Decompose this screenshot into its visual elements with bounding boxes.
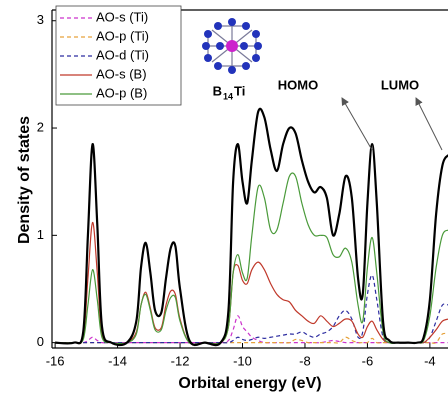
- series-line: [55, 109, 448, 345]
- legend-label: AO-s (Ti): [96, 9, 148, 24]
- x-tick-label: -14: [108, 353, 127, 368]
- x-tick-label: -6: [362, 353, 374, 368]
- annotation-arrow: [416, 98, 442, 150]
- plot-area: [55, 109, 448, 345]
- y-axis-label: Density of states: [16, 116, 33, 244]
- x-tick-label: -16: [46, 353, 65, 368]
- y-tick-label: 3: [37, 12, 44, 27]
- series-line: [55, 173, 448, 344]
- legend-label: AO-s (B): [96, 66, 147, 81]
- legend-label: AO-p (Ti): [96, 28, 149, 43]
- series-line: [55, 275, 448, 343]
- x-tick-label: -10: [233, 353, 252, 368]
- series-line: [55, 316, 448, 343]
- annotation-arrow: [342, 98, 372, 150]
- x-axis-label: Orbital energy (eV): [178, 375, 321, 392]
- y-tick-label: 0: [37, 334, 44, 349]
- x-tick-label: -4: [424, 353, 436, 368]
- annotation: LUMO: [381, 77, 419, 92]
- x-tick-label: -12: [171, 353, 190, 368]
- annotation: HOMO: [278, 77, 318, 92]
- structure-label-suffix: Ti: [234, 83, 245, 98]
- x-tick-label: -8: [299, 353, 311, 368]
- structure-label-base: B: [213, 83, 222, 98]
- legend-label: AO-d (Ti): [96, 47, 149, 62]
- structure-label-subscript: 14: [223, 91, 233, 101]
- legend-label: AO-p (B): [96, 85, 147, 100]
- chart: B 14 Ti Density of states Orbital energy…: [0, 0, 448, 396]
- structure-icon: [202, 18, 262, 74]
- y-tick-label: 2: [37, 119, 44, 134]
- y-tick-label: 1: [37, 227, 44, 242]
